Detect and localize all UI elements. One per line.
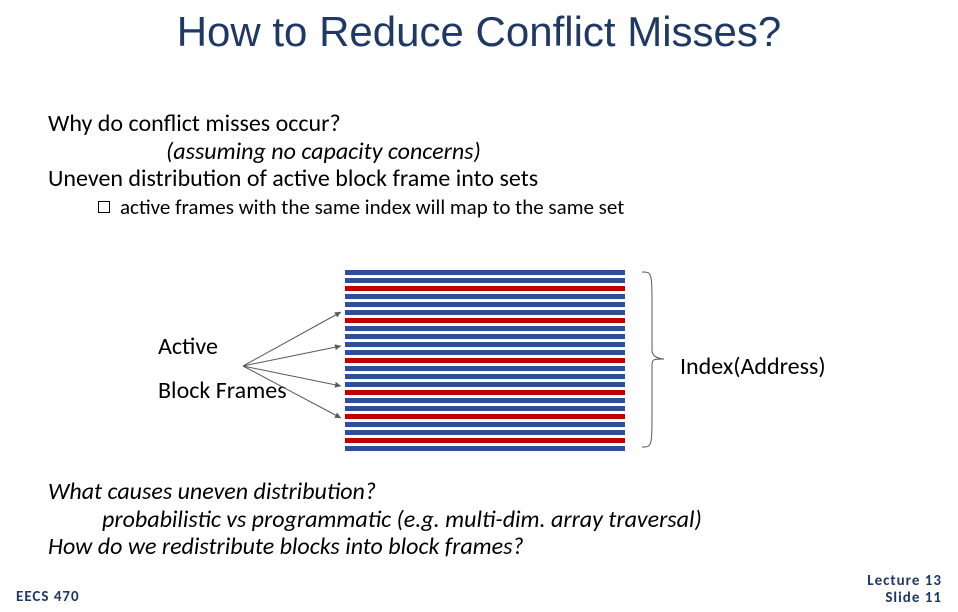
diagram: Active Block Frames Index(Address): [0, 258, 958, 458]
footer-course: EECS 470: [16, 588, 80, 606]
block-frame-bar: [345, 366, 625, 371]
label-index-address: Index(Address): [680, 352, 826, 381]
block-frame-bar: [345, 294, 625, 299]
question-2: What causes uneven distribution?: [48, 478, 928, 506]
block-frame-bar: [345, 342, 625, 347]
block-frame-bar: [345, 374, 625, 379]
block-frame-bar: [345, 286, 625, 291]
block-frame-bar: [345, 390, 625, 395]
answer-2: probabilistic vs programmatic (e.g. mult…: [48, 506, 928, 534]
question-3: How do we redistribute blocks into block…: [48, 533, 928, 561]
block-frame-bar: [345, 310, 625, 315]
block-frame-bar: [345, 382, 625, 387]
block-frame-bar: [345, 302, 625, 307]
question-1: Why do conflict misses occur?: [48, 110, 918, 138]
slide: How to Reduce Conflict Misses? Why do co…: [0, 0, 958, 612]
block-frame-bar: [345, 438, 625, 443]
block-frame-bar: [345, 278, 625, 283]
index-bracket-icon: [640, 270, 668, 449]
footer-slide-info: Lecture 13 Slide 11: [867, 573, 942, 606]
block-frame-bar: [345, 422, 625, 427]
assumption: (assuming no capacity concerns): [48, 138, 918, 166]
block-frame-bar: [345, 414, 625, 419]
lower-block: What causes uneven distribution? probabi…: [48, 478, 928, 561]
block-frame-bar: [345, 270, 625, 275]
sub-bullet-1: active frames with the same index will m…: [48, 195, 918, 219]
block-frame-bar: [345, 326, 625, 331]
block-frame-bar: [345, 446, 625, 451]
statement-uneven: Uneven distribution of active block fram…: [48, 165, 918, 193]
body-block: Why do conflict misses occur? (assuming …: [48, 110, 918, 219]
block-frame-bar: [345, 350, 625, 355]
footer-lecture: Lecture 13: [867, 573, 942, 590]
block-frame-bar: [345, 318, 625, 323]
slide-title: How to Reduce Conflict Misses?: [0, 8, 958, 56]
footer-slide: Slide 11: [867, 590, 942, 607]
block-frame-bar: [345, 430, 625, 435]
block-frame-bar: [345, 398, 625, 403]
square-bullet-icon: [98, 201, 110, 213]
block-frame-bars: [345, 270, 625, 454]
sub-bullet-1-text: active frames with the same index will m…: [120, 194, 624, 220]
block-frame-bar: [345, 358, 625, 363]
label-active: Active: [158, 332, 218, 361]
block-frame-bar: [345, 406, 625, 411]
block-frame-bar: [345, 334, 625, 339]
